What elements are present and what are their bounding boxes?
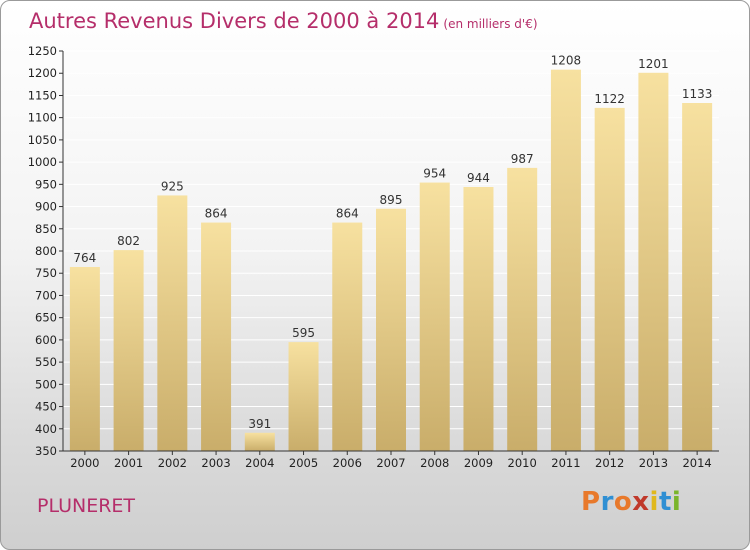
y-tick-label: 850 <box>35 222 57 236</box>
commune-name: PLUNERET <box>37 495 136 517</box>
logo-letter: i <box>649 487 659 517</box>
x-tick-label: 2010 <box>508 456 537 470</box>
logo-letter: P <box>581 487 601 517</box>
title-text: Autres Revenus Divers de 2000 à 2014 <box>29 9 440 33</box>
bar <box>463 187 494 451</box>
y-tick-label: 700 <box>35 288 57 302</box>
logo-letter: o <box>613 487 633 517</box>
x-tick-label: 2005 <box>289 456 318 470</box>
x-tick-label: 2013 <box>639 456 668 470</box>
y-tick-label: 400 <box>35 422 57 436</box>
data-label: 802 <box>117 234 140 248</box>
bar <box>113 250 144 451</box>
y-tick-label: 800 <box>35 244 57 258</box>
logo-letter: i <box>671 487 682 517</box>
bar <box>201 222 232 451</box>
proxiti-logo: Proxiti <box>581 487 681 517</box>
x-tick-label: 2001 <box>114 456 143 470</box>
bar <box>332 222 363 451</box>
logo-letter: t <box>658 487 672 517</box>
y-tick-label: 500 <box>35 377 57 391</box>
y-tick-label: 1250 <box>28 44 57 58</box>
logo-letter: r <box>600 487 614 517</box>
chart-title: Autres Revenus Divers de 2000 à 2014 (en … <box>29 9 538 33</box>
bar <box>244 432 275 451</box>
y-tick-label: 1200 <box>28 66 57 80</box>
unit-label: (en milliers d'€) <box>443 17 538 31</box>
bar <box>594 107 625 451</box>
data-label: 895 <box>380 193 403 207</box>
y-tick-label: 1000 <box>28 155 57 169</box>
data-label: 764 <box>73 251 96 265</box>
logo-letter: x <box>632 487 650 517</box>
bar <box>157 195 188 451</box>
x-tick-label: 2004 <box>245 456 274 470</box>
x-tick-label: 2008 <box>420 456 449 470</box>
bar <box>638 72 669 452</box>
y-tick-label: 450 <box>35 400 57 414</box>
y-tick-label: 950 <box>35 177 57 191</box>
y-tick-label: 350 <box>35 444 57 458</box>
data-label: 925 <box>161 179 184 193</box>
bar <box>419 182 450 452</box>
data-label: 1122 <box>594 92 625 106</box>
data-label: 1133 <box>682 87 713 101</box>
x-tick-label: 2002 <box>158 456 187 470</box>
bar <box>69 267 100 451</box>
x-tick-label: 2012 <box>595 456 624 470</box>
data-label: 595 <box>292 326 315 340</box>
y-tick-label: 1150 <box>28 88 57 102</box>
x-tick-label: 2003 <box>201 456 230 470</box>
y-tick-label: 600 <box>35 333 57 347</box>
bar <box>550 69 581 452</box>
data-label: 1208 <box>551 54 582 68</box>
y-tick-label: 550 <box>35 355 57 369</box>
y-tick-label: 1050 <box>28 133 57 147</box>
bar <box>507 167 538 451</box>
y-tick-label: 650 <box>35 311 57 325</box>
data-label: 1201 <box>638 57 669 71</box>
bar <box>376 208 406 451</box>
x-tick-label: 2006 <box>333 456 362 470</box>
bar <box>682 103 713 451</box>
x-tick-label: 2009 <box>464 456 493 470</box>
data-label: 944 <box>467 171 490 185</box>
x-tick-label: 2000 <box>70 456 99 470</box>
y-tick-label: 750 <box>35 266 57 280</box>
x-tick-label: 2011 <box>551 456 580 470</box>
data-label: 391 <box>248 417 271 431</box>
y-tick-label: 1100 <box>28 111 57 125</box>
data-label: 864 <box>205 207 228 221</box>
y-tick-label: 900 <box>35 200 57 214</box>
x-tick-label: 2014 <box>682 456 711 470</box>
bar <box>288 342 319 451</box>
data-label: 864 <box>336 207 359 221</box>
x-tick-label: 2007 <box>376 456 405 470</box>
data-label: 987 <box>511 152 534 166</box>
data-label: 954 <box>423 167 446 181</box>
